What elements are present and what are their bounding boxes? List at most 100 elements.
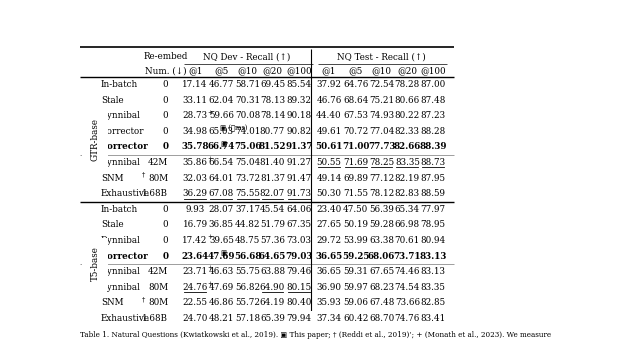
Text: 88.73: 88.73: [420, 158, 445, 167]
Text: 44.82: 44.82: [235, 220, 260, 229]
Text: 88.28: 88.28: [420, 127, 446, 136]
Text: 59.28: 59.28: [369, 220, 394, 229]
Text: 67.08: 67.08: [209, 189, 234, 198]
Text: 39.65: 39.65: [209, 236, 234, 245]
Text: 74.54: 74.54: [395, 283, 420, 292]
Text: 58.71: 58.71: [235, 80, 260, 89]
Text: 70.08: 70.08: [235, 111, 260, 120]
Text: ▣ (ℓms): ▣ (ℓms): [220, 124, 248, 132]
Text: 70.72: 70.72: [343, 127, 369, 136]
Text: @10: @10: [237, 66, 258, 75]
Text: 47.69: 47.69: [209, 283, 234, 292]
Text: Corrector: Corrector: [101, 142, 148, 151]
Text: 49.61: 49.61: [316, 127, 342, 136]
Text: 78.12: 78.12: [369, 189, 394, 198]
Text: @20: @20: [262, 66, 282, 75]
Text: 77.73: 77.73: [368, 142, 396, 151]
Text: 35.93: 35.93: [317, 298, 341, 307]
Text: 1.68B: 1.68B: [142, 314, 168, 323]
Text: 68.64: 68.64: [343, 96, 369, 105]
Text: 88.59: 88.59: [420, 189, 445, 198]
Text: 50.55: 50.55: [317, 158, 341, 167]
Text: ▣: ▣: [220, 249, 227, 257]
Text: 44.40: 44.40: [316, 111, 342, 120]
Text: 83.13: 83.13: [419, 252, 447, 261]
Text: 22.55: 22.55: [182, 298, 207, 307]
Text: 91.73: 91.73: [287, 189, 312, 198]
Text: 90.18: 90.18: [287, 111, 312, 120]
Text: 46.63: 46.63: [209, 267, 234, 276]
Text: 64.01: 64.01: [209, 173, 234, 183]
Text: 0: 0: [163, 80, 168, 89]
Text: 56.68: 56.68: [234, 252, 261, 261]
Text: SNM: SNM: [101, 173, 124, 183]
Text: 77.12: 77.12: [369, 173, 394, 183]
Text: 74.76: 74.76: [395, 314, 420, 323]
Text: 55.72: 55.72: [235, 298, 260, 307]
Text: 78.14: 78.14: [260, 111, 285, 120]
Text: 0: 0: [163, 220, 168, 229]
Text: 16.79: 16.79: [182, 220, 207, 229]
Text: 78.28: 78.28: [395, 80, 420, 89]
Text: 83.35: 83.35: [395, 158, 420, 167]
Text: @20: @20: [397, 66, 417, 75]
Text: 28.73: 28.73: [182, 111, 207, 120]
Text: 27.65: 27.65: [316, 220, 342, 229]
Text: 82.83: 82.83: [395, 189, 420, 198]
Text: 24.76: 24.76: [182, 283, 208, 292]
Text: 87.00: 87.00: [420, 80, 446, 89]
Text: 24.70: 24.70: [182, 314, 208, 323]
Text: 82.07: 82.07: [260, 189, 285, 198]
Text: 64.06: 64.06: [287, 205, 312, 214]
Text: 49.14: 49.14: [316, 173, 342, 183]
Text: 46.86: 46.86: [209, 298, 234, 307]
Text: 66.54: 66.54: [209, 158, 234, 167]
Text: 73.72: 73.72: [235, 173, 260, 183]
Text: 87.48: 87.48: [420, 96, 446, 105]
Text: 74.01: 74.01: [235, 127, 260, 136]
Text: 72.54: 72.54: [369, 80, 394, 89]
Text: Exhaustive: Exhaustive: [101, 189, 150, 198]
Text: 37.92: 37.92: [317, 80, 342, 89]
Text: 32.03: 32.03: [182, 173, 207, 183]
Text: 75.55: 75.55: [236, 189, 260, 198]
Text: 56.82: 56.82: [235, 283, 260, 292]
Text: 64.90: 64.90: [260, 283, 285, 292]
Text: 87.23: 87.23: [420, 111, 445, 120]
Text: 57.36: 57.36: [260, 236, 285, 245]
Text: †: †: [141, 171, 145, 179]
Text: 67.35: 67.35: [287, 220, 312, 229]
Text: 59.31: 59.31: [343, 267, 368, 276]
Text: Stale: Stale: [101, 96, 124, 105]
Text: 34.98: 34.98: [182, 127, 207, 136]
Text: 91.27: 91.27: [287, 158, 312, 167]
Text: 1.68B: 1.68B: [142, 189, 168, 198]
Text: 69.89: 69.89: [343, 173, 368, 183]
Text: +: +: [207, 233, 213, 241]
Text: 73.71: 73.71: [394, 252, 421, 261]
Text: 81.37: 81.37: [260, 173, 285, 183]
Text: Dynnibal: Dynnibal: [101, 236, 141, 245]
Text: 48.21: 48.21: [209, 314, 234, 323]
Text: 0: 0: [163, 127, 168, 136]
Text: 47.50: 47.50: [343, 205, 369, 214]
Text: 53.99: 53.99: [344, 236, 368, 245]
Text: 23.64: 23.64: [182, 252, 209, 261]
Text: 82.19: 82.19: [395, 173, 420, 183]
Text: 91.37: 91.37: [285, 142, 313, 151]
Text: 81.52: 81.52: [259, 142, 286, 151]
Text: 82.66: 82.66: [394, 142, 421, 151]
Text: 89.32: 89.32: [287, 96, 312, 105]
Text: 71.00: 71.00: [342, 142, 369, 151]
Text: 36.65: 36.65: [316, 252, 342, 261]
Text: 73.03: 73.03: [287, 236, 312, 245]
Text: ▣: ▣: [220, 140, 227, 148]
Text: 50.19: 50.19: [343, 220, 368, 229]
Text: 0: 0: [163, 205, 168, 214]
Text: 64.65: 64.65: [259, 252, 286, 261]
Text: Dynnibal: Dynnibal: [101, 158, 141, 167]
Text: @1: @1: [188, 66, 202, 75]
Text: Dynnibal: Dynnibal: [101, 283, 141, 292]
Text: 81.40: 81.40: [260, 158, 285, 167]
Text: 64.76: 64.76: [343, 80, 369, 89]
